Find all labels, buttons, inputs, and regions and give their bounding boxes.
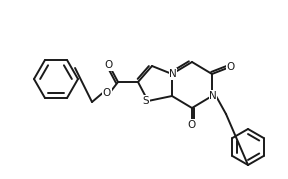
Text: S: S [143, 96, 149, 106]
Text: O: O [103, 88, 111, 98]
Text: O: O [227, 62, 235, 72]
Text: N: N [209, 91, 217, 101]
Text: N: N [169, 69, 177, 79]
Text: O: O [105, 60, 113, 70]
Text: O: O [188, 120, 196, 130]
